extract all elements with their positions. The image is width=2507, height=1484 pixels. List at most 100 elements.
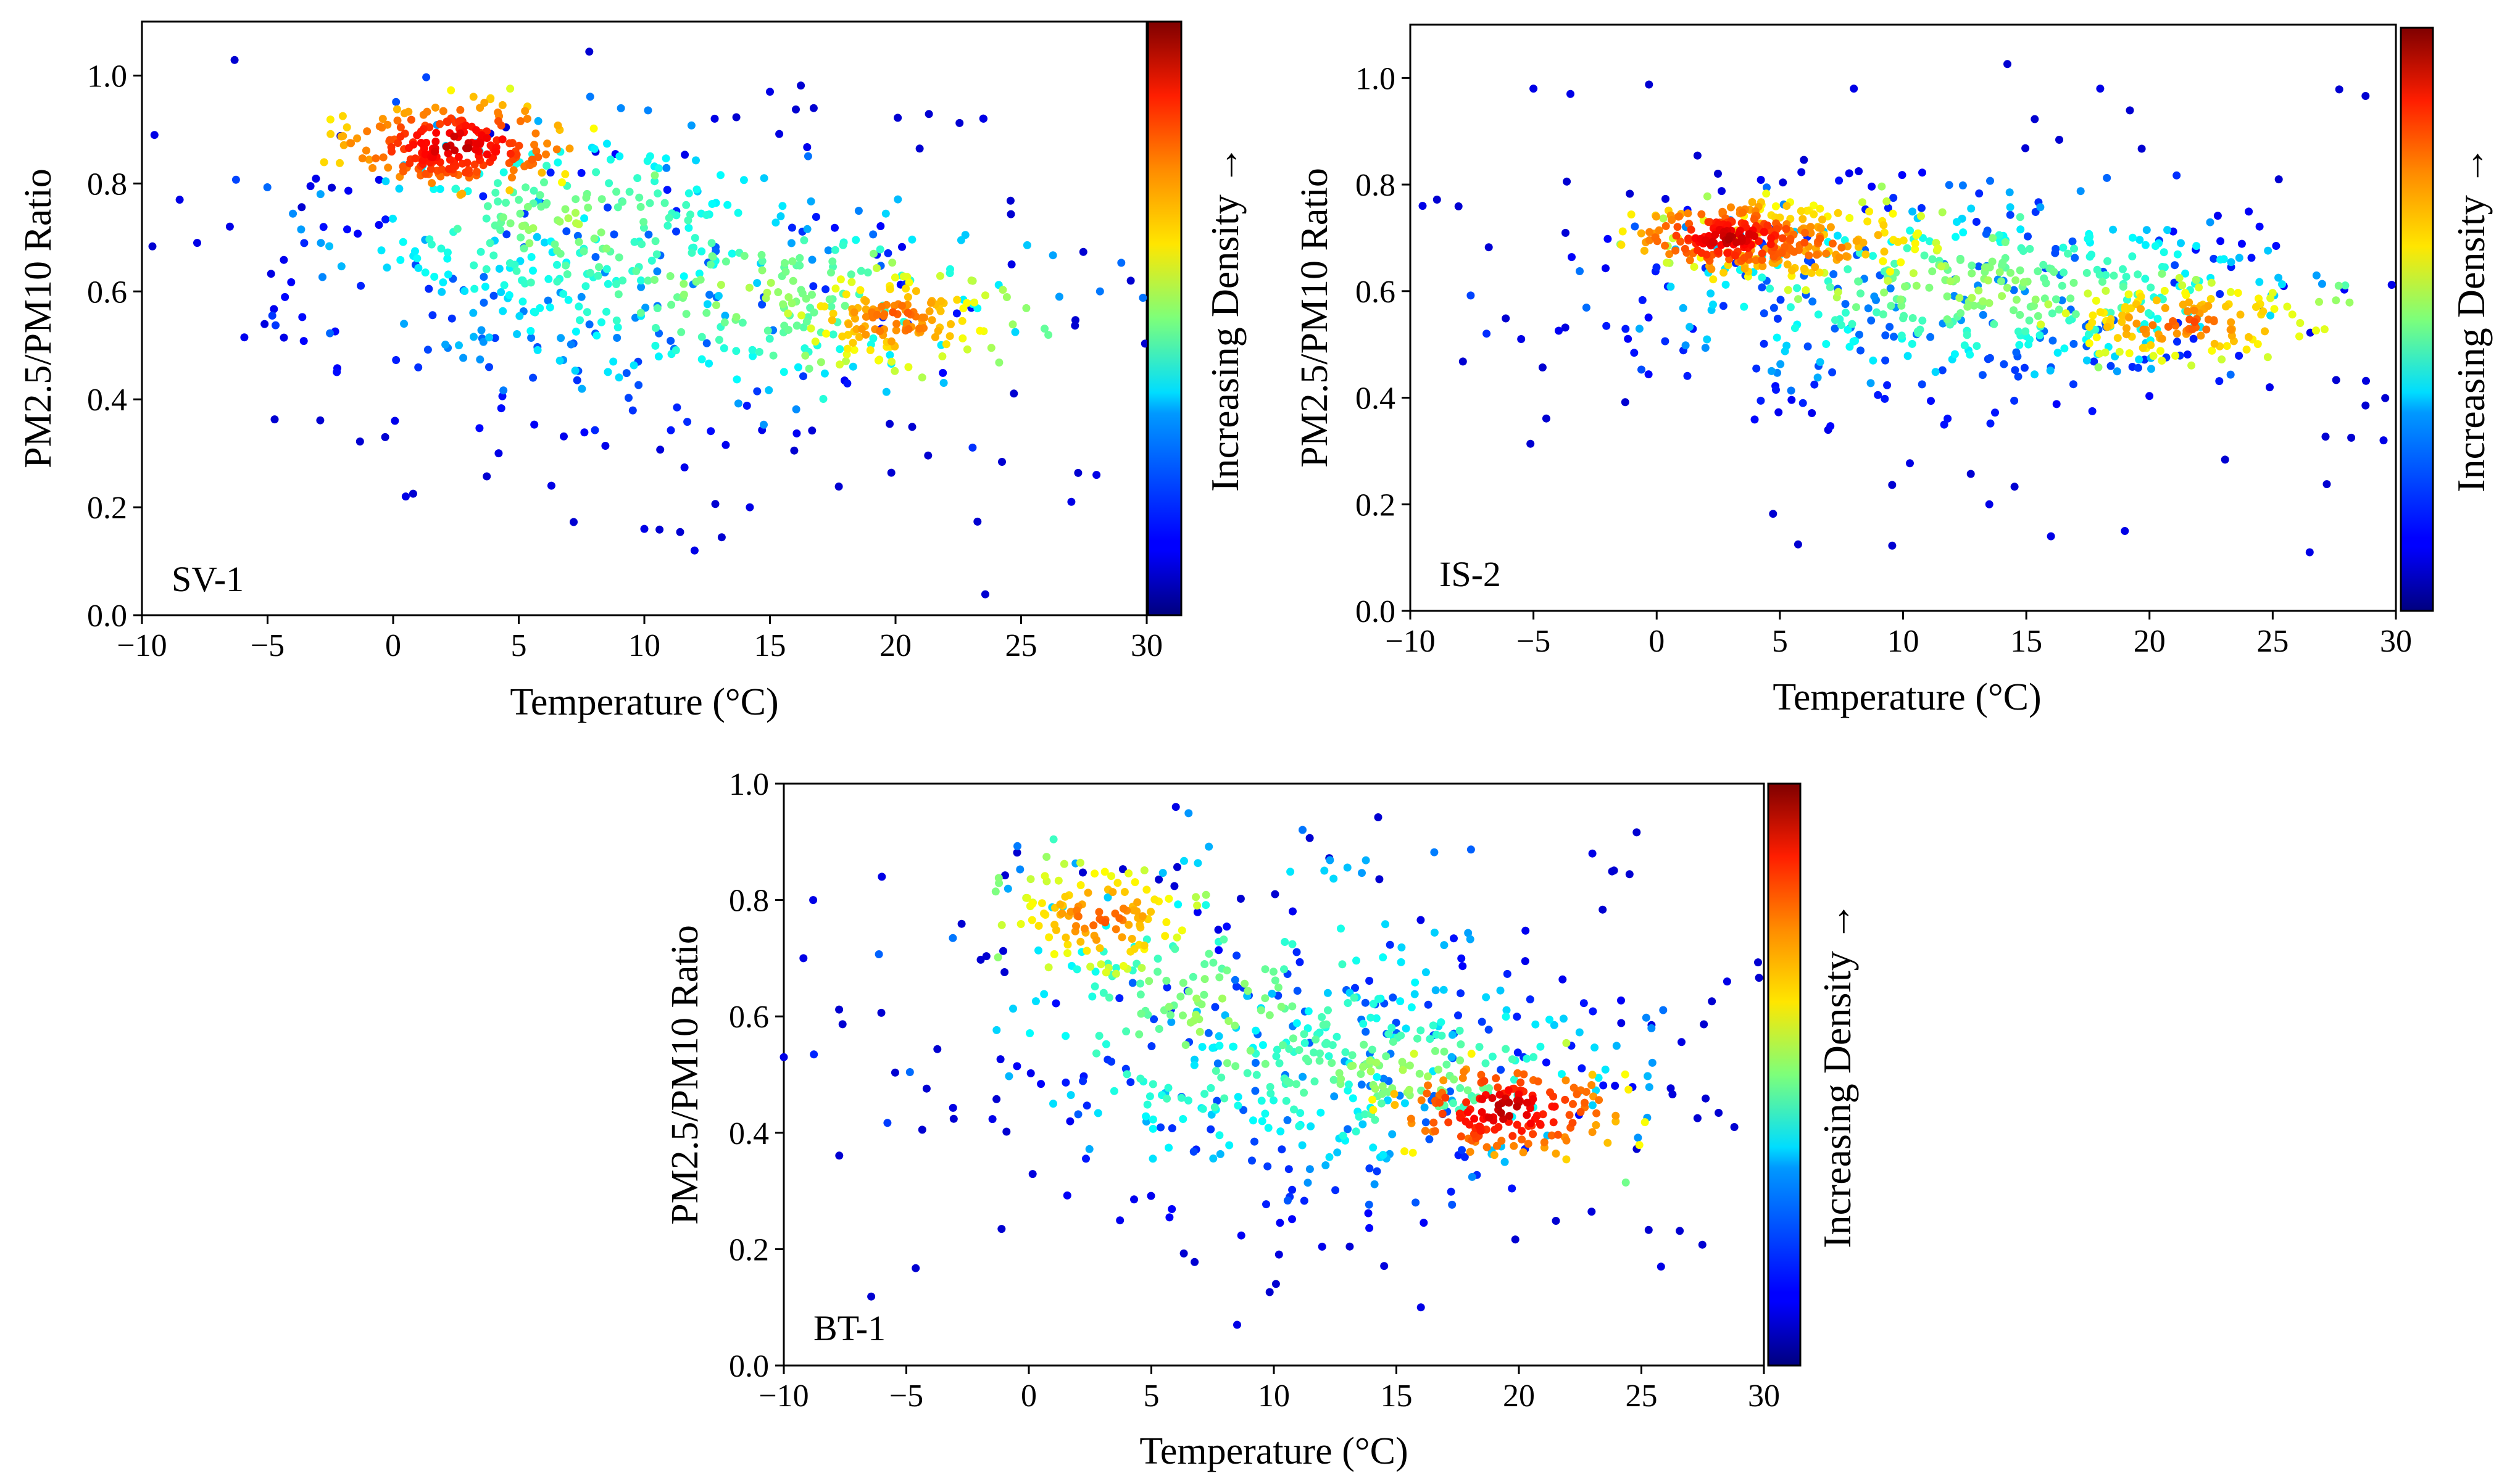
- data-point: [1296, 1109, 1305, 1117]
- data-point: [1943, 292, 1952, 301]
- y-tick-label: 0.8: [87, 167, 127, 202]
- data-point: [281, 292, 289, 301]
- data-point: [272, 321, 280, 330]
- data-point: [1421, 1127, 1429, 1135]
- data-point: [1362, 1027, 1370, 1036]
- data-point: [586, 268, 594, 277]
- data-point: [1006, 196, 1015, 205]
- data-point: [306, 182, 315, 191]
- data-point: [1432, 196, 1441, 204]
- data-point: [1448, 1200, 1457, 1209]
- data-point: [1016, 865, 1025, 874]
- data-point: [2182, 291, 2190, 299]
- data-point: [636, 202, 645, 211]
- data-point: [1666, 283, 1675, 291]
- data-point: [2216, 237, 2225, 246]
- data-point: [1011, 328, 1020, 336]
- data-point: [2264, 246, 2272, 255]
- data-point: [1708, 238, 1717, 246]
- x-tick-label: 0: [1648, 624, 1665, 659]
- data-point: [2210, 339, 2219, 348]
- data-point: [515, 196, 523, 204]
- data-point: [1760, 228, 1768, 236]
- data-point: [2227, 258, 2235, 267]
- data-point: [1369, 1106, 1378, 1114]
- data-point: [375, 175, 383, 184]
- data-point: [515, 312, 524, 320]
- data-point: [1215, 973, 1224, 982]
- data-point: [592, 168, 601, 176]
- data-point: [1273, 1045, 1281, 1054]
- data-point: [2320, 325, 2329, 334]
- data-point: [2040, 294, 2049, 303]
- data-point: [732, 347, 741, 355]
- data-point: [1398, 1058, 1407, 1066]
- data-point: [1233, 1320, 1241, 1329]
- data-point: [1814, 310, 1823, 319]
- data-point: [692, 185, 701, 194]
- data-point: [1461, 1117, 1470, 1125]
- data-point: [612, 188, 621, 196]
- y-tick-label: 0.6: [729, 1000, 769, 1035]
- data-point: [1344, 1080, 1353, 1089]
- data-point: [850, 346, 859, 354]
- data-point: [634, 381, 643, 389]
- data-point: [1344, 1125, 1352, 1134]
- data-point: [660, 199, 669, 207]
- data-point: [1192, 1011, 1200, 1019]
- data-point: [2012, 296, 2021, 304]
- data-point: [666, 272, 675, 280]
- data-point: [2025, 316, 2034, 325]
- data-point: [230, 56, 239, 64]
- data-point: [2158, 357, 2166, 365]
- data-point: [2347, 433, 2356, 442]
- data-point: [651, 276, 659, 284]
- data-point: [517, 233, 525, 242]
- data-point: [1801, 228, 1809, 237]
- data-point: [936, 307, 945, 315]
- data-point: [2181, 269, 2190, 278]
- data-point: [1315, 1056, 1324, 1065]
- data-point: [715, 336, 723, 344]
- data-point: [2039, 260, 2048, 269]
- data-point: [652, 324, 660, 332]
- data-point: [1482, 330, 1491, 338]
- data-point: [847, 278, 856, 286]
- data-point: [953, 296, 962, 304]
- data-point: [1782, 225, 1790, 233]
- data-point: [362, 146, 370, 155]
- data-point: [847, 270, 855, 279]
- data-point: [485, 363, 493, 371]
- data-point: [2001, 238, 2010, 246]
- data-point: [394, 139, 402, 147]
- data-point: [2115, 347, 2124, 356]
- data-point: [576, 316, 584, 325]
- data-point: [1165, 1213, 1174, 1222]
- data-point: [280, 255, 288, 264]
- data-point: [1467, 1050, 1476, 1058]
- data-point: [1869, 252, 1877, 260]
- data-point: [1063, 1191, 1071, 1200]
- data-point: [927, 299, 935, 307]
- data-point: [1708, 997, 1716, 1006]
- data-point: [1437, 1018, 1445, 1027]
- data-point: [1602, 264, 1610, 273]
- data-point: [2226, 370, 2235, 379]
- data-point: [1889, 209, 1897, 218]
- data-point: [1634, 1134, 1642, 1142]
- data-point: [2253, 340, 2262, 349]
- data-point: [557, 334, 565, 342]
- data-point: [924, 451, 933, 460]
- data-point: [1602, 321, 1611, 330]
- data-point: [1249, 1116, 1257, 1125]
- data-point: [1237, 1231, 1245, 1240]
- data-point: [1149, 1115, 1157, 1124]
- data-point: [721, 441, 730, 449]
- data-point: [554, 158, 562, 167]
- data-point: [1617, 241, 1626, 249]
- data-point: [1894, 238, 1902, 246]
- data-point: [1161, 932, 1170, 940]
- data-point: [1787, 396, 1796, 404]
- data-point: [1458, 1074, 1467, 1082]
- data-point: [543, 162, 551, 170]
